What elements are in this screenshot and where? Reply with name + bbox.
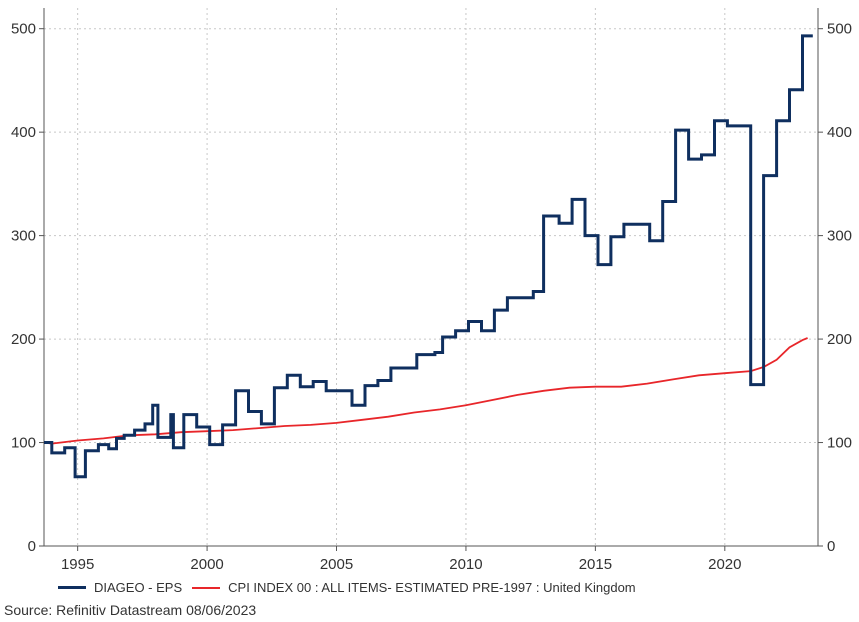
x-tick-label: 2010 — [449, 556, 482, 573]
y-tick-label-right: 400 — [827, 124, 852, 141]
legend-swatch-eps — [58, 586, 86, 589]
line-chart: 1995 2000 2005 2010 2015 2020 0 0 100 100 200 200 30… — [11, 8, 852, 573]
y-tick-label-right: 100 — [827, 435, 852, 452]
y-tick-label-right: 0 — [827, 538, 835, 555]
y-tick-label-left: 100 — [11, 435, 36, 452]
legend: DIAGEO - EPS CPI INDEX 00 : ALL ITEMS- E… — [58, 580, 646, 595]
x-tick-label: 1995 — [61, 556, 94, 573]
series-line-eps — [44, 34, 813, 479]
x-tick-label: 2015 — [579, 556, 612, 573]
y-tick-label-left: 300 — [11, 228, 36, 245]
y-tick-label-left: 0 — [28, 538, 36, 555]
y-tick-label-left: 500 — [11, 21, 36, 38]
x-tick-label: 2020 — [708, 556, 741, 573]
x-tick-label: 2005 — [320, 556, 353, 573]
source-note: Source: Refinitiv Datastream 08/06/2023 — [4, 602, 257, 618]
y-tick-label-right: 500 — [827, 21, 852, 38]
y-tick-label-right: 200 — [827, 331, 852, 348]
legend-item-cpi: CPI INDEX 00 : ALL ITEMS- ESTIMATED PRE-… — [192, 580, 636, 595]
legend-item-eps: DIAGEO - EPS — [58, 580, 182, 595]
y-tick-label-left: 200 — [11, 331, 36, 348]
legend-label-cpi: CPI INDEX 00 : ALL ITEMS- ESTIMATED PRE-… — [228, 580, 636, 595]
legend-swatch-cpi — [192, 586, 221, 589]
y-tick-label-left: 400 — [11, 124, 36, 141]
x-tick-label: 2000 — [190, 556, 223, 573]
y-tick-label-right: 300 — [827, 228, 852, 245]
legend-label-eps: DIAGEO - EPS — [94, 580, 183, 595]
series-line-cpi — [43, 337, 808, 445]
